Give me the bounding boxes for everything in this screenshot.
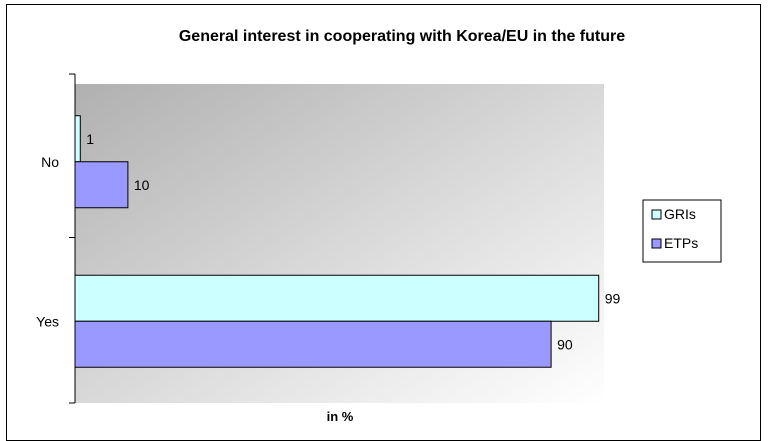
bar-gris-no [74, 115, 81, 163]
bars [74, 115, 600, 368]
x-axis-title: in % [327, 409, 354, 424]
legend-label-gris: GRIs [664, 206, 696, 222]
bar-gris-yes [74, 274, 600, 322]
legend-label-etps: ETPs [664, 235, 698, 251]
bar-etps-no [74, 161, 129, 209]
data-label: 90 [557, 336, 573, 352]
bar-etps-yes [74, 320, 552, 368]
legend: GRIs ETPs [642, 199, 722, 263]
data-labels: 1 10 99 90 [86, 131, 620, 353]
category-label: Yes [36, 313, 59, 329]
category-axis: No Yes [36, 73, 76, 404]
category-label: No [41, 154, 59, 170]
data-label: 10 [134, 177, 150, 193]
legend-swatch-gris [651, 209, 662, 220]
chart-title: General interest in cooperating with Kor… [179, 28, 625, 45]
data-label: 99 [605, 290, 621, 306]
legend-swatch-etps [651, 238, 662, 249]
data-label: 1 [86, 131, 94, 147]
